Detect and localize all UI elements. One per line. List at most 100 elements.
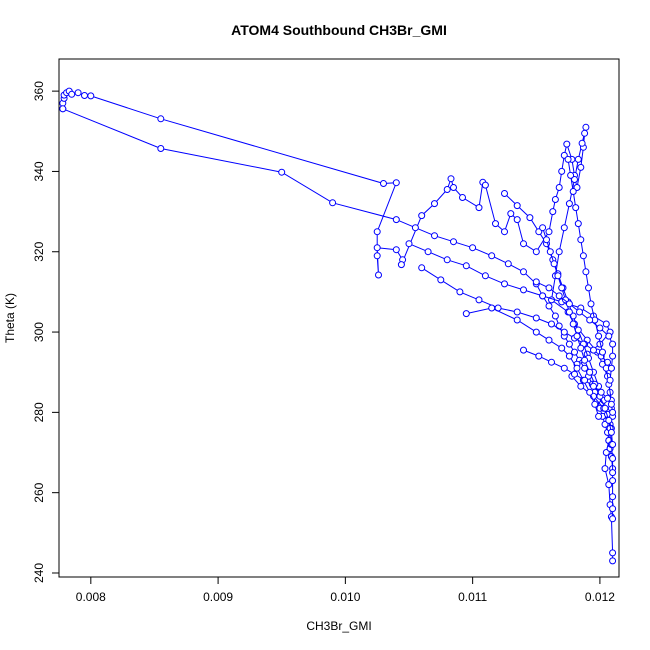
data-point xyxy=(609,505,617,513)
data-series-layer xyxy=(59,87,617,565)
data-point xyxy=(609,515,617,523)
data-point xyxy=(513,316,521,324)
data-point xyxy=(607,364,615,372)
series-1 xyxy=(59,87,617,565)
data-point xyxy=(582,268,590,276)
data-point xyxy=(513,202,521,210)
series-line xyxy=(504,193,614,473)
data-point xyxy=(548,358,555,366)
series-3 xyxy=(405,240,615,432)
data-point xyxy=(555,184,563,191)
data-point xyxy=(157,145,165,152)
y-axis: 240 260 280 300 320 340 360 xyxy=(32,81,60,583)
data-point xyxy=(581,376,589,384)
data-point xyxy=(459,194,466,201)
data-point xyxy=(526,214,534,222)
data-point xyxy=(87,92,95,100)
series-9 xyxy=(532,278,617,384)
data-point xyxy=(520,268,527,276)
data-point xyxy=(565,200,573,208)
data-point xyxy=(607,400,615,408)
data-point xyxy=(586,316,594,324)
data-point xyxy=(609,469,617,477)
data-point xyxy=(532,278,540,286)
data-point xyxy=(602,320,610,328)
data-point xyxy=(595,332,603,340)
data-point xyxy=(462,310,470,318)
data-point xyxy=(595,412,603,420)
data-point xyxy=(373,252,381,260)
data-point xyxy=(543,236,550,244)
data-point xyxy=(569,320,577,328)
data-point xyxy=(437,276,445,284)
data-point xyxy=(582,123,590,131)
y-tick-label: 300 xyxy=(32,322,46,342)
data-point xyxy=(565,352,573,360)
x-tick-label: 0.011 xyxy=(458,590,487,604)
data-point xyxy=(532,314,540,322)
data-point xyxy=(560,328,568,336)
data-point xyxy=(572,204,580,212)
x-tick-label: 0.010 xyxy=(330,590,360,604)
data-point xyxy=(558,344,566,352)
data-point xyxy=(585,284,592,292)
data-point xyxy=(431,232,438,240)
data-point xyxy=(609,455,617,462)
data-point xyxy=(504,260,512,268)
data-point xyxy=(513,216,521,224)
data-point xyxy=(554,272,562,280)
data-point xyxy=(576,308,583,316)
data-point xyxy=(488,304,496,312)
data-point xyxy=(577,163,585,171)
data-point xyxy=(609,408,617,416)
data-point xyxy=(520,286,527,294)
data-point xyxy=(492,220,499,228)
y-axis-label: Theta (K) xyxy=(3,293,17,343)
data-point xyxy=(278,168,286,176)
data-point xyxy=(601,404,609,412)
data-point xyxy=(565,308,573,316)
data-point xyxy=(392,216,400,224)
y-tick-label: 340 xyxy=(32,161,46,181)
data-point xyxy=(569,188,577,195)
data-point xyxy=(565,340,573,348)
data-point xyxy=(573,332,581,340)
data-point xyxy=(545,284,553,292)
data-point xyxy=(579,252,587,260)
data-point xyxy=(59,105,67,113)
data-point xyxy=(548,320,555,328)
data-point xyxy=(549,208,557,216)
series-8 xyxy=(539,224,617,448)
data-point xyxy=(532,328,540,336)
data-point xyxy=(578,139,586,147)
x-tick-label: 0.009 xyxy=(203,590,233,604)
data-point xyxy=(532,248,540,256)
data-point xyxy=(555,292,563,300)
data-point xyxy=(443,186,451,193)
data-point xyxy=(397,261,405,269)
data-point xyxy=(596,324,604,332)
data-point xyxy=(74,89,82,97)
series-10 xyxy=(520,346,617,416)
data-point xyxy=(411,224,419,232)
data-point xyxy=(587,300,595,308)
y-tick-label: 360 xyxy=(32,81,46,101)
data-point xyxy=(481,272,489,280)
data-point xyxy=(513,308,521,316)
data-point xyxy=(418,212,426,220)
data-point xyxy=(558,167,566,175)
data-point xyxy=(392,246,400,254)
y-tick-label: 240 xyxy=(32,563,46,583)
x-tick-label: 0.008 xyxy=(76,590,106,604)
data-point xyxy=(539,224,547,232)
data-point xyxy=(590,382,597,390)
data-point xyxy=(609,557,617,565)
data-point xyxy=(605,332,613,340)
data-point xyxy=(545,336,553,344)
data-point xyxy=(558,284,566,292)
data-point xyxy=(488,252,496,260)
data-point xyxy=(550,260,558,268)
data-point xyxy=(609,441,617,448)
data-point xyxy=(380,180,387,187)
